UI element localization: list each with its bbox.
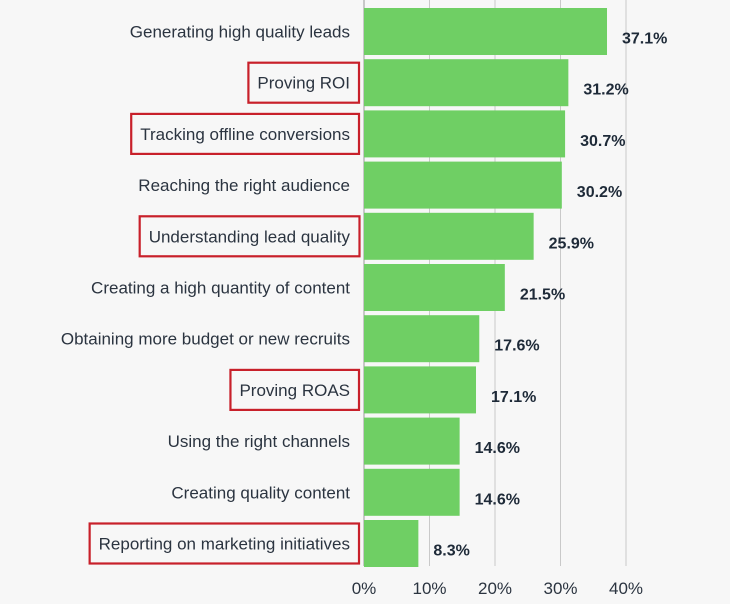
value-label: 30.7%	[580, 133, 625, 150]
bar	[364, 59, 569, 107]
value-labels: 37.1% 31.2% 30.7% 30.2% 25.9% 21.5% 17.6% 17.1%…	[433, 31, 667, 560]
category-label: Creating a high quantity of content	[91, 279, 350, 298]
bar	[364, 264, 505, 311]
x-tick-label: 40%	[609, 579, 643, 598]
value-label: 17.1%	[491, 389, 536, 406]
bar	[364, 417, 460, 465]
value-label: 25.9%	[549, 235, 594, 252]
value-label: 37.1%	[622, 31, 667, 48]
highlight-box	[247, 61, 361, 104]
category-label: Proving ROI	[257, 74, 350, 93]
bar	[364, 315, 480, 363]
value-label: 8.3%	[433, 543, 469, 560]
bar	[364, 212, 534, 260]
highlight-box	[138, 215, 361, 258]
category-label: Using the right channels	[168, 432, 350, 451]
highlight-box	[130, 112, 361, 156]
value-label: 14.6%	[475, 491, 520, 508]
x-tick-label: 20%	[478, 579, 512, 598]
x-tick-label: 10%	[412, 579, 446, 598]
category-labels: Generating high quality leads Proving ROI…	[61, 23, 361, 565]
category-label: Creating quality content	[171, 483, 350, 502]
highlight-box	[229, 368, 361, 411]
category-label: Tracking offline conversions	[140, 125, 350, 144]
category-label: Understanding lead quality	[149, 227, 351, 246]
bar	[364, 161, 562, 209]
value-label: 30.2%	[577, 184, 622, 201]
x-axis-ticks: 0% 10% 20% 30% 40%	[352, 579, 643, 598]
x-tick-label: 30%	[543, 579, 577, 598]
bar	[364, 520, 419, 567]
category-label: Obtaining more budget or new recruits	[61, 330, 350, 349]
category-label: Reaching the right audience	[138, 176, 350, 195]
value-label: 21.5%	[520, 287, 565, 304]
bar	[364, 366, 477, 414]
value-label: 14.6%	[475, 440, 520, 457]
bar	[364, 468, 460, 516]
highlight-box	[88, 522, 361, 565]
bar	[364, 110, 566, 158]
category-label: Generating high quality leads	[130, 23, 350, 42]
value-label: 17.6%	[494, 338, 539, 355]
category-label: Reporting on marketing initiatives	[99, 535, 350, 554]
category-label: Proving ROAS	[239, 381, 350, 400]
x-tick-label: 0%	[352, 579, 377, 598]
value-label: 31.2%	[583, 82, 628, 99]
bars	[364, 8, 608, 567]
bar	[364, 8, 608, 55]
